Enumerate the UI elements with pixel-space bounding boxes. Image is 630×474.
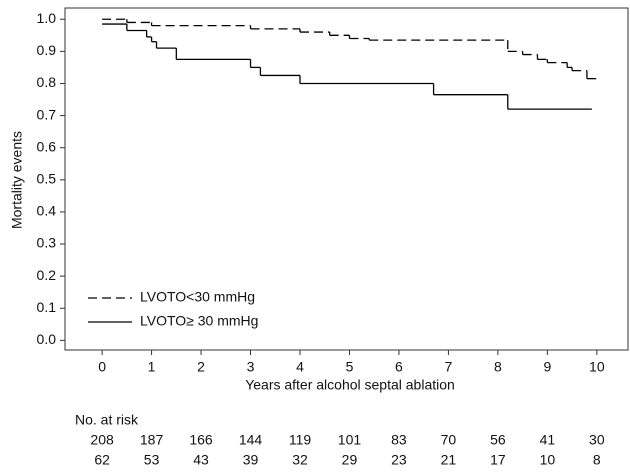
y-tick-label: 0.2 (37, 267, 57, 283)
risk-count: 43 (193, 452, 209, 468)
risk-count: 187 (140, 432, 164, 448)
risk-count: 32 (292, 452, 308, 468)
risk-count: 8 (593, 452, 601, 468)
risk-count: 208 (90, 432, 114, 448)
risk-table-title: No. at risk (75, 412, 139, 428)
y-tick-label: 0.6 (37, 138, 57, 154)
x-tick-label: 1 (148, 359, 156, 375)
risk-count: 53 (144, 452, 160, 468)
x-tick-label: 0 (98, 359, 106, 375)
x-axis-label: Years after alcohol septal ablation (245, 377, 455, 393)
risk-count: 17 (490, 452, 506, 468)
risk-count: 70 (441, 432, 457, 448)
risk-count: 29 (342, 452, 358, 468)
risk-count: 62 (94, 452, 110, 468)
risk-count: 101 (338, 432, 362, 448)
plot-frame (64, 7, 629, 351)
x-tick-label: 9 (543, 359, 551, 375)
y-tick-label: 0.7 (37, 106, 57, 122)
x-tick-label: 3 (247, 359, 255, 375)
risk-count: 30 (589, 432, 605, 448)
risk-count: 41 (540, 432, 556, 448)
y-tick-label: 0.5 (37, 171, 57, 187)
y-tick-label: 0.3 (37, 235, 57, 251)
y-tick-label: 0.8 (37, 74, 57, 90)
risk-count: 23 (391, 452, 407, 468)
x-tick-label: 7 (445, 359, 453, 375)
x-tick-label: 6 (395, 359, 403, 375)
y-tick-label: 0.0 (37, 331, 57, 347)
risk-count: 39 (243, 452, 259, 468)
risk-count: 144 (239, 432, 263, 448)
risk-count: 83 (391, 432, 407, 448)
x-tick-label: 8 (494, 359, 502, 375)
y-tick-label: 1.0 (37, 10, 57, 26)
legend-label: LVOTO<30 mmHg (140, 289, 255, 305)
x-tick-label: 4 (296, 359, 304, 375)
y-tick-label: 0.4 (37, 203, 57, 219)
x-tick-label: 2 (197, 359, 205, 375)
risk-count: 10 (540, 452, 556, 468)
risk-count: 166 (189, 432, 213, 448)
risk-count: 56 (490, 432, 506, 448)
y-axis-label: Mortality events (9, 131, 25, 229)
x-tick-label: 10 (589, 359, 605, 375)
x-tick-label: 5 (346, 359, 354, 375)
risk-count: 21 (441, 452, 457, 468)
y-tick-label: 0.1 (37, 299, 57, 315)
risk-count: 119 (289, 432, 312, 448)
y-tick-label: 0.9 (37, 42, 57, 58)
legend-label: LVOTO≥ 30 mmHg (140, 313, 258, 329)
